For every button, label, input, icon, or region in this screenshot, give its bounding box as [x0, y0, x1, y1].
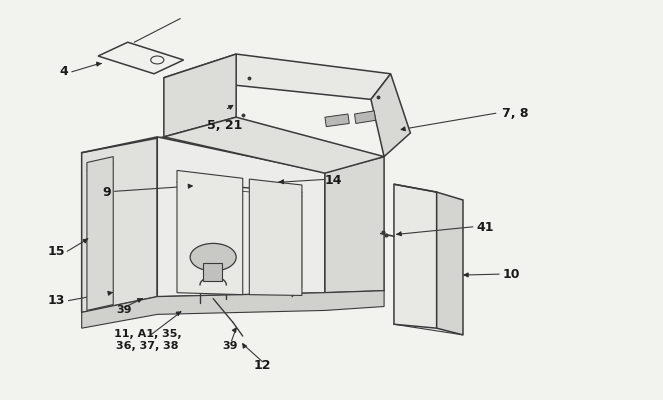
Text: 39: 39	[222, 341, 237, 351]
Text: 10: 10	[503, 268, 520, 282]
Text: 15: 15	[48, 245, 65, 258]
Polygon shape	[164, 54, 391, 100]
Polygon shape	[325, 114, 349, 127]
Text: 4: 4	[60, 65, 68, 78]
Polygon shape	[437, 192, 463, 335]
Circle shape	[190, 243, 236, 271]
Polygon shape	[177, 170, 243, 295]
Polygon shape	[98, 42, 184, 74]
Polygon shape	[249, 179, 302, 296]
Polygon shape	[164, 117, 384, 173]
Polygon shape	[355, 111, 375, 124]
Text: 7, 8: 7, 8	[503, 107, 529, 120]
Polygon shape	[87, 157, 113, 310]
Text: 41: 41	[476, 221, 494, 234]
Text: 13: 13	[48, 294, 65, 307]
Polygon shape	[157, 137, 325, 297]
Text: 14: 14	[325, 174, 342, 187]
Polygon shape	[394, 184, 437, 328]
Text: 11, A1, 35,
36, 37, 38: 11, A1, 35, 36, 37, 38	[113, 329, 181, 351]
Polygon shape	[82, 291, 384, 328]
Text: 12: 12	[254, 359, 271, 372]
Polygon shape	[371, 74, 410, 157]
Polygon shape	[82, 137, 157, 312]
Polygon shape	[325, 157, 384, 293]
Text: 5, 21: 5, 21	[207, 118, 242, 132]
Text: 39: 39	[117, 306, 132, 316]
Text: 9: 9	[103, 186, 111, 199]
Bar	[204, 263, 221, 281]
Polygon shape	[164, 54, 236, 137]
